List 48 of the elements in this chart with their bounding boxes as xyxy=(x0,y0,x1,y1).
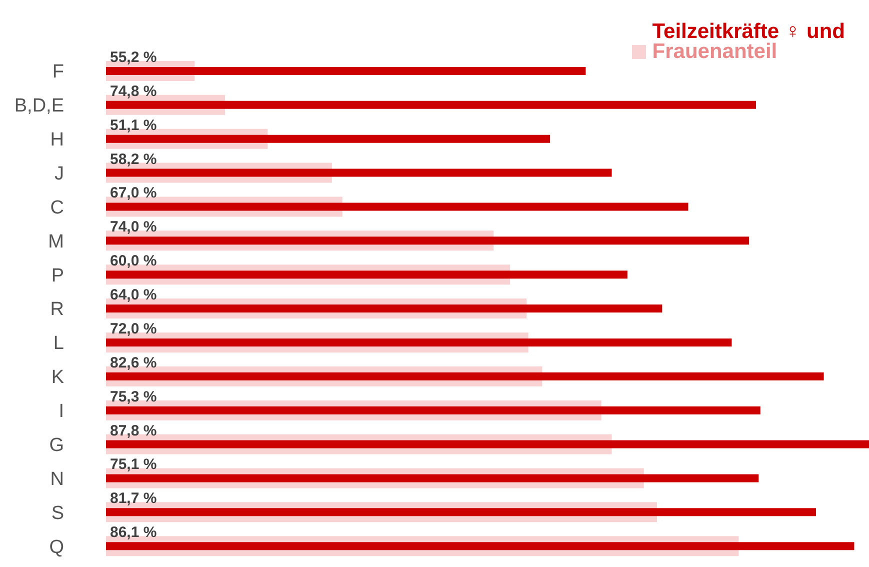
bar xyxy=(106,202,688,211)
data-label: 51,1 % xyxy=(110,116,157,134)
y-tick-label: G xyxy=(49,434,64,456)
bar xyxy=(106,338,732,346)
data-label: 82,6 % xyxy=(110,354,157,372)
data-label: 81,7 % xyxy=(110,490,157,508)
bar xyxy=(106,67,586,75)
y-tick-label: R xyxy=(50,299,64,320)
bar xyxy=(106,542,854,550)
data-label: 60,0 % xyxy=(110,252,157,270)
y-tick-label: L xyxy=(53,333,64,354)
bar xyxy=(106,372,824,380)
bar xyxy=(106,440,869,448)
data-label: 72,0 % xyxy=(110,320,157,338)
y-tick-label: M xyxy=(48,231,64,252)
data-label: 67,0 % xyxy=(110,184,157,202)
data-label: 58,2 % xyxy=(110,150,157,168)
legend-label: Frauenanteil xyxy=(652,40,778,63)
y-tick-label: I xyxy=(58,401,64,422)
text: und xyxy=(806,20,845,43)
y-tick-label: Q xyxy=(49,536,64,558)
bar xyxy=(106,134,550,143)
bar xyxy=(106,406,760,414)
bar xyxy=(106,270,628,279)
bar xyxy=(106,304,662,313)
data-label: 87,8 % xyxy=(110,422,157,440)
bar xyxy=(106,508,816,516)
data-label: 75,3 % xyxy=(110,388,157,406)
bar xyxy=(106,168,612,177)
data-label: 64,0 % xyxy=(110,286,157,304)
data-label: 74,8 % xyxy=(110,82,157,100)
data-label: 74,0 % xyxy=(110,218,157,236)
y-tick-label: F xyxy=(52,62,64,83)
y-tick-label: K xyxy=(51,367,64,388)
y-tick-label: J xyxy=(54,164,64,185)
y-tick-label: P xyxy=(51,265,64,286)
data-label: 75,1 % xyxy=(110,456,157,474)
data-label: 86,1 % xyxy=(110,524,157,542)
bar xyxy=(106,474,759,482)
y-tick-label: C xyxy=(50,197,64,218)
y-tick-label: B,D,E xyxy=(14,96,64,117)
y-tick-label: N xyxy=(50,468,64,490)
bar xyxy=(106,100,756,109)
data-label: 55,2 % xyxy=(110,49,157,66)
bar xyxy=(106,236,750,245)
y-tick-label: H xyxy=(50,130,64,151)
y-tick-label: S xyxy=(51,502,64,524)
text: Teilzeitkräfte ♀ xyxy=(652,20,801,43)
